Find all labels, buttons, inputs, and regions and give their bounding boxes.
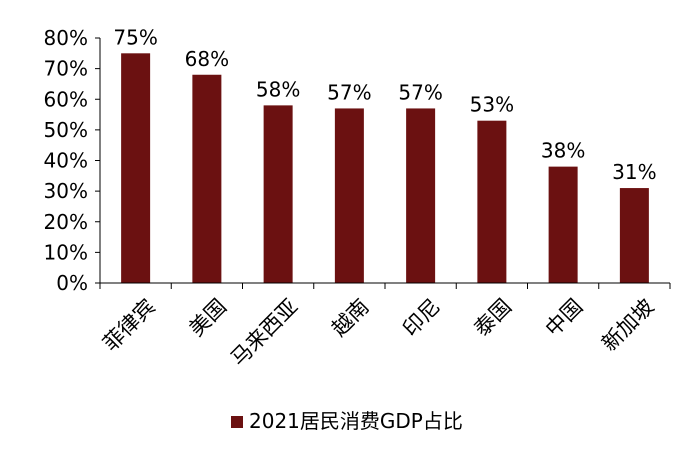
x-category-label: 新加坡 <box>597 294 659 356</box>
y-axis: 0% 10% 20% 30% 40% 50% 60% 70% 80% <box>44 26 101 295</box>
x-category-label: 泰国 <box>469 294 516 341</box>
y-tick-label: 40% <box>44 149 88 173</box>
y-tick-label: 20% <box>44 210 88 234</box>
legend-label: 2021居民消费GDP占比 <box>249 409 463 433</box>
bar <box>263 105 293 283</box>
legend: 2021居民消费GDP占比 <box>231 409 463 433</box>
data-label: 75% <box>113 25 157 49</box>
data-label: 31% <box>612 160 656 184</box>
bar <box>334 108 364 283</box>
bar <box>619 188 649 283</box>
x-category-label: 越南 <box>327 294 374 341</box>
legend-swatch <box>231 416 243 428</box>
y-tick-label: 70% <box>44 57 88 81</box>
x-category-label: 中国 <box>541 294 588 341</box>
y-tick-label: 0% <box>56 271 88 295</box>
bar <box>406 108 436 283</box>
y-tick-label: 30% <box>44 179 88 203</box>
x-category-label: 美国 <box>184 294 231 341</box>
x-category-label: 菲律宾 <box>98 294 160 356</box>
y-tick-label: 80% <box>44 26 88 50</box>
data-label: 38% <box>541 139 585 163</box>
y-tick-label: 50% <box>44 118 88 142</box>
data-label: 68% <box>185 47 229 71</box>
data-label: 58% <box>256 77 300 101</box>
bars <box>121 53 649 283</box>
data-label: 57% <box>327 80 371 104</box>
data-label: 57% <box>398 80 442 104</box>
bar <box>548 166 578 283</box>
bar <box>192 74 222 283</box>
bar <box>477 120 507 283</box>
y-tick-label: 60% <box>44 87 88 111</box>
data-label: 53% <box>470 93 514 117</box>
data-labels: 75% 68% 58% 57% 57% 53% 38% 31% <box>113 25 656 184</box>
x-category-label: 印尼 <box>398 294 445 341</box>
x-category-label: 马来西亚 <box>226 294 302 370</box>
bar <box>121 53 151 283</box>
y-tick-label: 10% <box>44 240 88 264</box>
